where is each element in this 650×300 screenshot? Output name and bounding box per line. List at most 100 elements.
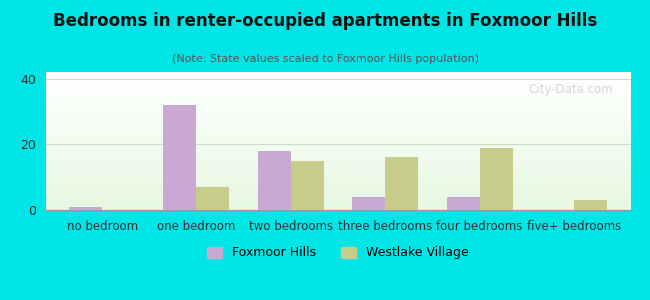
- Bar: [46, 189, 630, 191]
- Bar: [46, 100, 630, 101]
- Bar: [46, 208, 630, 210]
- Bar: [46, 196, 630, 198]
- Bar: [46, 111, 630, 112]
- Bar: [46, 82, 630, 83]
- Bar: [46, 171, 630, 173]
- Bar: [46, 145, 630, 146]
- Bar: [46, 84, 630, 86]
- Bar: [46, 140, 630, 141]
- Bar: [46, 109, 630, 111]
- Bar: [46, 76, 630, 77]
- Bar: [447, 197, 480, 210]
- Bar: [46, 199, 630, 200]
- Bar: [46, 115, 630, 116]
- Bar: [46, 203, 630, 205]
- Bar: [46, 105, 630, 106]
- Bar: [46, 113, 630, 115]
- Bar: [385, 158, 418, 210]
- Bar: [46, 166, 630, 167]
- Bar: [46, 146, 630, 148]
- Bar: [46, 173, 630, 174]
- Bar: [46, 133, 630, 134]
- Bar: [46, 75, 630, 76]
- Bar: [46, 106, 630, 108]
- Bar: [46, 206, 630, 207]
- Bar: [46, 198, 630, 199]
- Bar: [46, 87, 630, 88]
- Bar: [46, 77, 630, 79]
- Bar: [46, 94, 630, 95]
- Bar: [46, 181, 630, 182]
- Bar: [46, 192, 630, 194]
- Bar: [46, 182, 630, 184]
- Bar: [46, 195, 630, 196]
- Bar: [46, 162, 630, 163]
- Bar: [46, 98, 630, 100]
- Bar: [46, 184, 630, 185]
- Bar: [46, 148, 630, 149]
- Bar: [46, 122, 630, 123]
- Bar: [46, 151, 630, 152]
- Bar: [69, 207, 102, 210]
- Bar: [46, 86, 630, 87]
- Bar: [46, 72, 630, 74]
- Bar: [46, 207, 630, 208]
- Bar: [46, 97, 630, 98]
- Bar: [46, 152, 630, 153]
- Bar: [352, 197, 385, 210]
- Bar: [46, 155, 630, 156]
- Bar: [574, 200, 607, 210]
- Bar: [163, 105, 196, 210]
- Text: (Note: State values scaled to Foxmoor Hills population): (Note: State values scaled to Foxmoor Hi…: [172, 54, 478, 64]
- Bar: [46, 119, 630, 120]
- Bar: [46, 149, 630, 151]
- Bar: [46, 163, 630, 164]
- Text: Bedrooms in renter-occupied apartments in Foxmoor Hills: Bedrooms in renter-occupied apartments i…: [53, 12, 597, 30]
- Text: City-Data.com: City-Data.com: [528, 83, 613, 96]
- Bar: [46, 178, 630, 180]
- Bar: [46, 80, 630, 82]
- Bar: [46, 130, 630, 131]
- Bar: [46, 93, 630, 94]
- Bar: [46, 134, 630, 136]
- Bar: [46, 74, 630, 75]
- Bar: [46, 141, 630, 142]
- Bar: [46, 104, 630, 105]
- Bar: [46, 177, 630, 178]
- Bar: [258, 151, 291, 210]
- Bar: [46, 156, 630, 158]
- Bar: [46, 95, 630, 97]
- Bar: [46, 116, 630, 118]
- Bar: [46, 112, 630, 113]
- Bar: [46, 200, 630, 202]
- Bar: [46, 167, 630, 169]
- Bar: [46, 136, 630, 137]
- Bar: [46, 144, 630, 145]
- Bar: [46, 83, 630, 84]
- Bar: [46, 137, 630, 138]
- Bar: [46, 160, 630, 162]
- Bar: [46, 180, 630, 181]
- Bar: [46, 158, 630, 159]
- Bar: [46, 101, 630, 102]
- Bar: [46, 164, 630, 166]
- Bar: [46, 176, 630, 177]
- Bar: [291, 161, 324, 210]
- Bar: [46, 118, 630, 119]
- Bar: [46, 159, 630, 160]
- Bar: [46, 127, 630, 129]
- Bar: [46, 124, 630, 126]
- Bar: [46, 120, 630, 122]
- Bar: [46, 187, 630, 188]
- Legend: Foxmoor Hills, Westlake Village: Foxmoor Hills, Westlake Village: [202, 242, 474, 265]
- Bar: [46, 126, 630, 127]
- Bar: [46, 205, 630, 206]
- Bar: [46, 90, 630, 91]
- Bar: [46, 131, 630, 133]
- Bar: [46, 91, 630, 93]
- Bar: [46, 108, 630, 109]
- Bar: [46, 169, 630, 170]
- Bar: [46, 123, 630, 124]
- Bar: [46, 188, 630, 189]
- Bar: [46, 79, 630, 80]
